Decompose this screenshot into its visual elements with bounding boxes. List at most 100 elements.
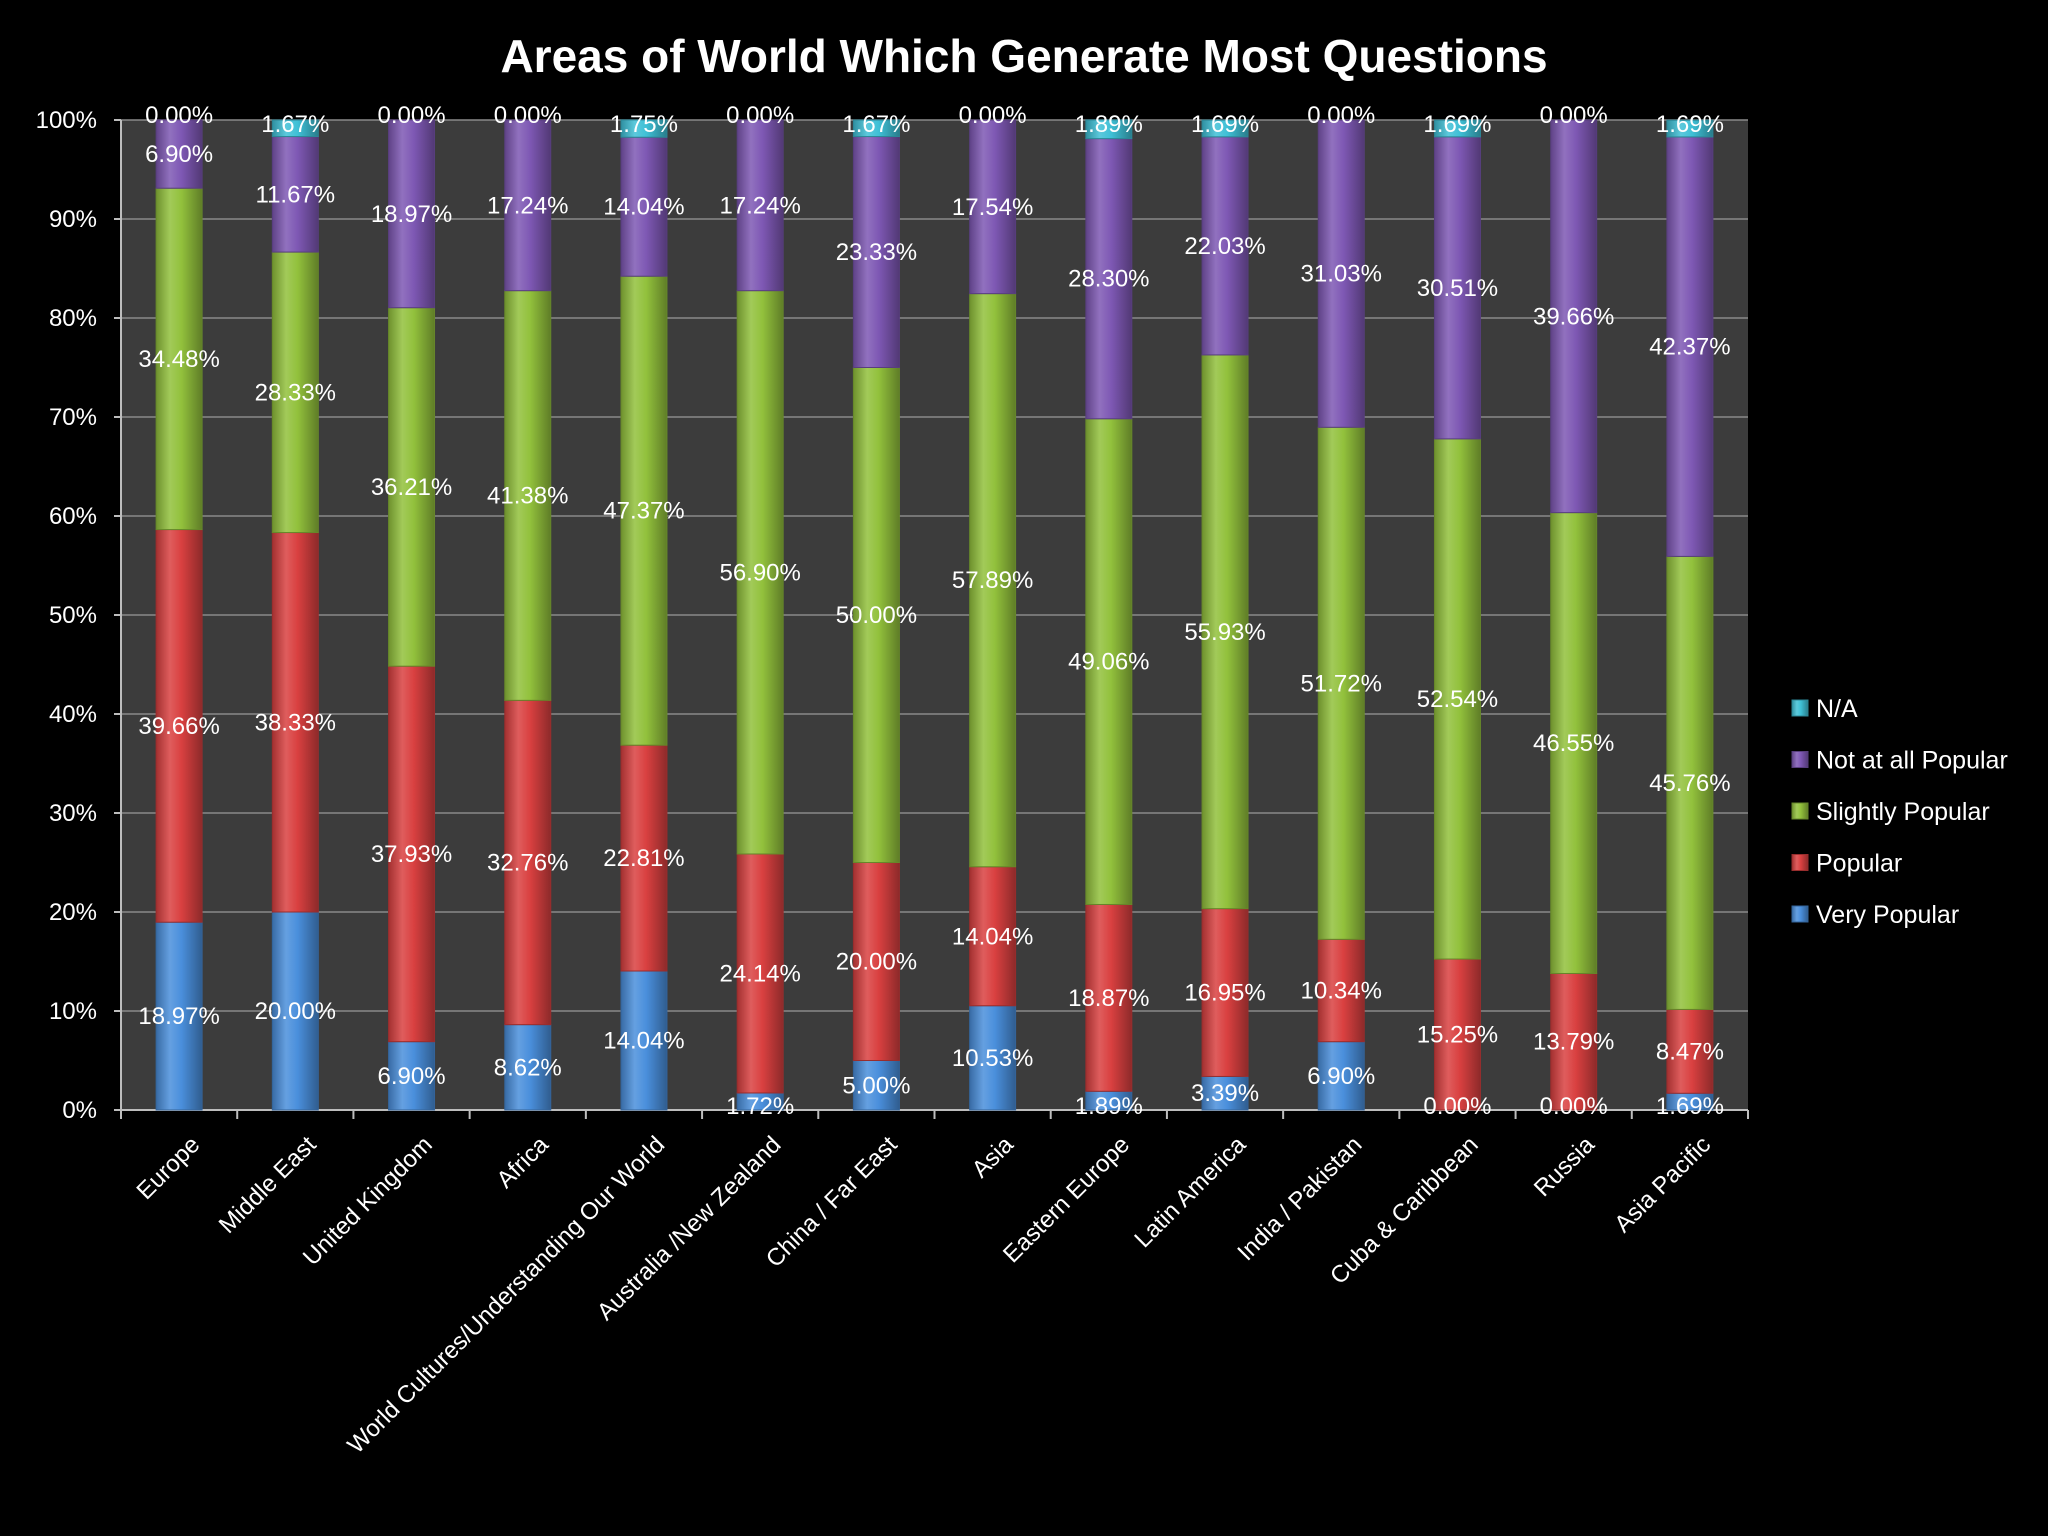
data-label-n-a-australia-new-zealand: 0.00% xyxy=(726,102,794,129)
bar-segment-slightly-popular-russia xyxy=(1550,512,1598,974)
y-tick-label: 60% xyxy=(49,503,97,530)
bar-segment-slightly-popular-united-kingdom xyxy=(388,307,436,667)
data-label-popular-middle-east: 38.33% xyxy=(255,709,336,736)
data-label-n-a-india-pakistan: 0.00% xyxy=(1307,102,1375,129)
data-label-not-at-all-popular-world-cultures-understanding-our-world: 14.04% xyxy=(603,194,684,221)
y-tick-label: 50% xyxy=(49,602,97,629)
bar-segment-slightly-popular-china-far-east xyxy=(852,367,900,863)
data-label-slightly-popular-asia: 57.89% xyxy=(952,567,1033,594)
bar-segment-not-at-all-popular-india-pakistan xyxy=(1317,119,1365,428)
data-label-slightly-popular-middle-east: 28.33% xyxy=(255,379,336,406)
bar-segment-popular-china-far-east xyxy=(852,862,900,1061)
x-tick-label-russia: Russia xyxy=(1529,1131,1600,1202)
data-label-not-at-all-popular-middle-east: 11.67% xyxy=(256,181,336,208)
y-tick-label: 40% xyxy=(49,701,97,728)
data-label-slightly-popular-india-pakistan: 51.72% xyxy=(1301,670,1382,697)
data-label-n-a-eastern-europe: 1.89% xyxy=(1075,111,1143,138)
bar-segment-not-at-all-popular-cuba-caribbean xyxy=(1433,136,1481,440)
data-label-very-popular-united-kingdom: 6.90% xyxy=(378,1063,446,1090)
data-label-not-at-all-popular-cuba-caribbean: 30.51% xyxy=(1417,275,1498,302)
y-tick-label: 0% xyxy=(62,1097,97,1124)
data-label-slightly-popular-eastern-europe: 49.06% xyxy=(1068,649,1149,676)
bar-segment-very-popular-united-kingdom xyxy=(388,1041,436,1111)
x-tick-label-latin-america: Latin America xyxy=(1129,1131,1251,1253)
bar-segment-popular-united-kingdom xyxy=(388,665,436,1043)
data-label-not-at-all-popular-australia-new-zealand: 17.24% xyxy=(719,192,800,219)
legend-label-popular: Popular xyxy=(1816,850,1902,878)
bar-segment-not-at-all-popular-asia xyxy=(969,119,1017,295)
bar-segment-slightly-popular-latin-america xyxy=(1201,354,1249,910)
data-label-not-at-all-popular-asia: 17.54% xyxy=(952,194,1033,221)
data-label-very-popular-latin-america: 3.39% xyxy=(1191,1080,1259,1107)
bar-segment-not-at-all-popular-china-far-east xyxy=(852,136,900,368)
legend-label-very-popular: Very Popular xyxy=(1816,901,1959,929)
bar-segment-popular-eastern-europe xyxy=(1085,903,1133,1092)
data-label-not-at-all-popular-europe: 6.90% xyxy=(145,141,213,168)
bar-segment-very-popular-china-far-east xyxy=(852,1060,900,1111)
bar-segment-slightly-popular-europe xyxy=(155,187,203,531)
data-label-very-popular-russia: 0.00% xyxy=(1540,1093,1608,1120)
data-label-not-at-all-popular-asia-pacific: 42.37% xyxy=(1649,334,1730,361)
y-tick-label: 80% xyxy=(49,305,97,332)
data-label-popular-asia-pacific: 8.47% xyxy=(1656,1038,1724,1065)
data-label-not-at-all-popular-eastern-europe: 28.30% xyxy=(1068,266,1149,293)
y-tick-label: 30% xyxy=(49,800,97,827)
data-label-slightly-popular-cuba-caribbean: 52.54% xyxy=(1417,686,1498,713)
x-tick-label-india-pakistan: India / Pakistan xyxy=(1232,1131,1367,1266)
data-label-popular-india-pakistan: 10.34% xyxy=(1301,978,1382,1005)
bar-segment-popular-europe xyxy=(155,529,203,923)
bar-segment-slightly-popular-eastern-europe xyxy=(1085,418,1133,905)
bar-segment-not-at-all-popular-asia-pacific xyxy=(1666,136,1714,557)
x-tick-label-europe: Europe xyxy=(132,1131,206,1205)
bar-segment-slightly-popular-world-cultures-understanding-our-world xyxy=(620,275,668,746)
data-label-not-at-all-popular-india-pakistan: 31.03% xyxy=(1301,261,1382,288)
x-tick-label-asia-pacific: Asia Pacific xyxy=(1609,1131,1716,1238)
bar-segment-not-at-all-popular-africa xyxy=(504,119,552,292)
bar-segment-slightly-popular-australia-new-zealand xyxy=(736,290,784,855)
data-label-n-a-cuba-caribbean: 1.69% xyxy=(1423,111,1491,138)
data-label-very-popular-world-cultures-understanding-our-world: 14.04% xyxy=(603,1028,684,1055)
data-label-n-a-world-cultures-understanding-our-world: 1.75% xyxy=(610,111,678,138)
bar-segment-n-a-cuba-caribbean xyxy=(1433,119,1481,138)
data-label-slightly-popular-asia-pacific: 45.76% xyxy=(1649,770,1730,797)
data-label-popular-africa: 32.76% xyxy=(487,850,568,877)
bar-segment-very-popular-middle-east xyxy=(271,911,319,1111)
legend: N/A Not at all Popular Slightly Popular Pop… xyxy=(1791,695,2008,929)
data-label-popular-china-far-east: 20.00% xyxy=(836,949,917,976)
data-label-very-popular-europe: 18.97% xyxy=(138,1003,219,1030)
data-label-slightly-popular-africa: 41.38% xyxy=(487,483,568,510)
data-label-not-at-all-popular-russia: 39.66% xyxy=(1533,303,1614,330)
data-label-not-at-all-popular-latin-america: 22.03% xyxy=(1184,233,1265,260)
bar-segment-n-a-eastern-europe xyxy=(1085,119,1133,140)
data-label-very-popular-asia: 10.53% xyxy=(952,1045,1033,1072)
x-tick-label-africa: Africa xyxy=(492,1131,555,1194)
data-label-popular-united-kingdom: 37.93% xyxy=(371,841,452,868)
bar-segment-popular-africa xyxy=(504,699,552,1026)
bar-segment-popular-india-pakistan xyxy=(1317,938,1365,1043)
bar-segment-slightly-popular-asia-pacific xyxy=(1666,555,1714,1010)
bar-segment-popular-world-cultures-understanding-our-world xyxy=(620,744,668,972)
data-label-popular-europe: 39.66% xyxy=(138,713,219,740)
bar-segment-not-at-all-popular-latin-america xyxy=(1201,136,1249,356)
data-label-popular-latin-america: 16.95% xyxy=(1184,980,1265,1007)
bar-segment-n-a-china-far-east xyxy=(852,119,900,138)
bar-segment-very-popular-africa xyxy=(504,1024,552,1111)
chart-title: Areas of World Which Generate Most Quest… xyxy=(500,30,1547,82)
data-label-n-a-europe: 0.00% xyxy=(145,102,213,129)
data-label-very-popular-australia-new-zealand: 1.72% xyxy=(726,1093,794,1120)
data-label-slightly-popular-latin-america: 55.93% xyxy=(1184,619,1265,646)
bar-segment-slightly-popular-africa xyxy=(504,290,552,701)
bar-segment-very-popular-asia xyxy=(969,1005,1017,1111)
data-label-popular-australia-new-zealand: 24.14% xyxy=(719,960,800,987)
data-label-n-a-russia: 0.00% xyxy=(1540,102,1608,129)
data-labels: 18.97% 39.66% 34.48% 6.90% 0.00% 20.00% 38.33%… xyxy=(138,102,1730,1120)
legend-label-n-a: N/A xyxy=(1816,695,1858,723)
legend-swatch-slightly-popular xyxy=(1791,802,1809,820)
bar-segment-popular-australia-new-zealand xyxy=(736,853,784,1094)
bars xyxy=(155,119,1714,1111)
y-tick-label: 70% xyxy=(49,404,97,431)
y-tick-label: 100% xyxy=(36,107,97,134)
data-label-very-popular-cuba-caribbean: 0.00% xyxy=(1423,1093,1491,1120)
